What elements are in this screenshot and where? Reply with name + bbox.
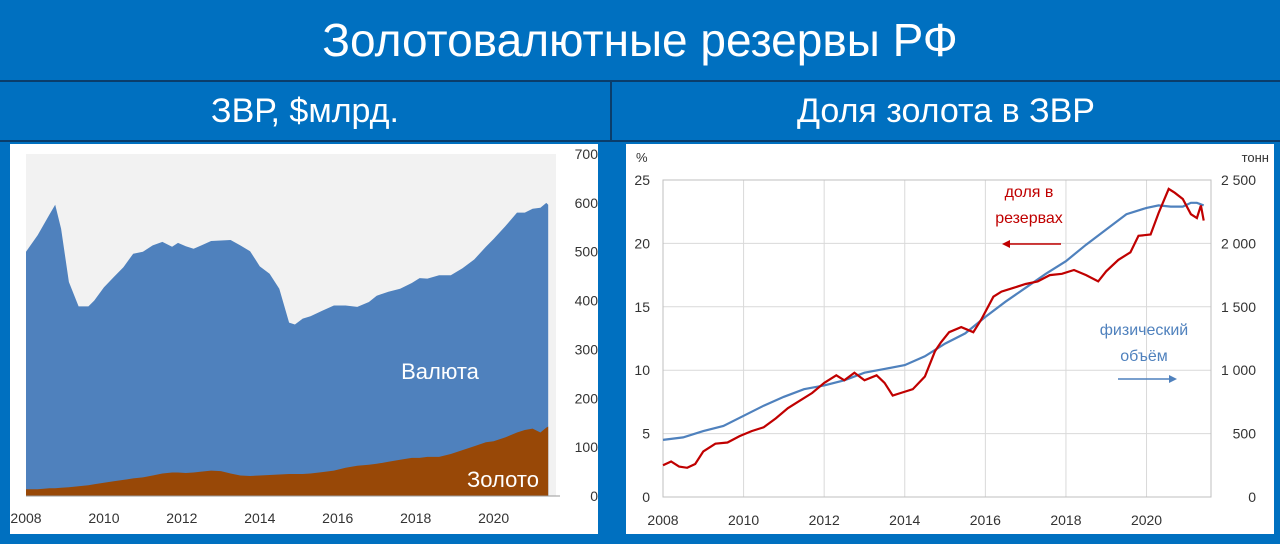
right-y-tick-label: 0 [1248, 489, 1256, 505]
x-tick-label: 2012 [809, 512, 840, 528]
y-tick-label: 0 [590, 488, 598, 504]
left-chart-title: ЗВР, $млрд. [0, 80, 612, 142]
share-line [662, 187, 1205, 469]
left-y-tick-label: 5 [642, 426, 650, 442]
right-axis-unit: тонн [1242, 150, 1269, 165]
x-tick-label: 2010 [88, 510, 119, 526]
gold-area [26, 426, 549, 496]
share-annotation: резервах [995, 210, 1063, 227]
left-y-tick-label: 15 [634, 299, 650, 315]
x-tick-label: 2018 [1050, 512, 1081, 528]
reserves-area-chart: 2008 2010 2012 2014 2016 2018 2020 0 100 200 300 40… [10, 146, 598, 526]
left-axis-unit: % [636, 150, 648, 165]
y-tick-label: 100 [575, 439, 598, 455]
gold-label: Золото [467, 467, 539, 492]
y-tick-label: 200 [575, 390, 598, 406]
x-tick-label: 2014 [244, 510, 275, 526]
share-annotation: доля в [1005, 184, 1054, 201]
y-tick-label: 600 [575, 195, 598, 211]
right-chart-title: Доля золота в ЗВР [612, 80, 1280, 142]
left-y-tick-label: 10 [634, 362, 650, 378]
x-tick-label: 2016 [322, 510, 353, 526]
right-y-tick-label: 500 [1233, 426, 1257, 442]
x-tick-label: 2018 [400, 510, 431, 526]
volume-annotation: физический [1100, 322, 1188, 339]
reserves-chart-panel: 2008 2010 2012 2014 2016 2018 2020 0 100 200 300 40… [10, 144, 598, 534]
x-tick-label: 2008 [10, 510, 41, 526]
y-tick-label: 400 [575, 293, 598, 309]
left-y-tick-label: 25 [634, 172, 650, 188]
left-y-tick-label: 0 [642, 489, 650, 505]
x-tick-label: 2008 [647, 512, 678, 528]
gold-share-chart-panel: 2008 2010 2012 2014 2016 2018 2020 0 5 10 15 20 25 0 5… [626, 144, 1274, 534]
right-y-tick-label: 2 000 [1221, 235, 1256, 251]
x-tick-label: 2020 [1131, 512, 1162, 528]
currency-area [26, 202, 549, 496]
right-y-tick-label: 1 500 [1221, 299, 1256, 315]
y-tick-label: 500 [575, 244, 598, 260]
volume-arrowhead [1169, 375, 1177, 383]
currency-label: Валюта [401, 359, 480, 384]
left-y-tick-label: 20 [634, 235, 650, 251]
right-y-tick-label: 1 000 [1221, 362, 1256, 378]
x-tick-label: 2020 [478, 510, 509, 526]
x-tick-label: 2010 [728, 512, 759, 528]
gold-share-line-chart: 2008 2010 2012 2014 2016 2018 2020 0 5 10 15 20 25 0 5… [634, 150, 1269, 528]
y-tick-label: 700 [575, 146, 598, 162]
volume-annotation: объём [1120, 348, 1167, 365]
volume-line [662, 201, 1205, 441]
right-y-tick-label: 2 500 [1221, 172, 1256, 188]
share-arrowhead [1002, 240, 1010, 248]
x-tick-label: 2012 [166, 510, 197, 526]
x-tick-label: 2014 [889, 512, 920, 528]
y-tick-label: 300 [575, 341, 598, 357]
plot-frame [662, 179, 1212, 498]
x-tick-label: 2016 [970, 512, 1001, 528]
page-title: Золотовалютные резервы РФ [0, 0, 1280, 80]
